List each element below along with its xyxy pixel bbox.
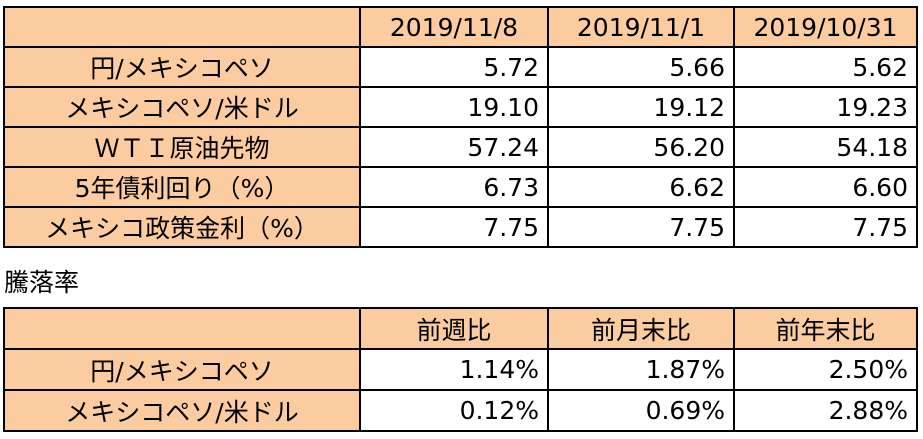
row-label: メキシコ政策金利（%） — [3, 206, 361, 248]
corner-cell — [3, 6, 361, 48]
value-cell: 1.14% — [359, 348, 549, 391]
row-label: 5年債利回り（%） — [3, 166, 361, 208]
value-cell: 19.10 — [359, 86, 549, 128]
value-cell: 5.62 — [733, 46, 918, 88]
value-cell: 5.72 — [359, 46, 549, 88]
value-cell: 7.75 — [547, 206, 735, 248]
value-cell: 0.12% — [359, 389, 549, 432]
value-cell: 56.20 — [547, 126, 735, 168]
value-cell: 6.60 — [733, 166, 918, 208]
table-row: 5年債利回り（%） 6.73 6.62 6.60 — [3, 166, 918, 208]
value-cell: 54.18 — [733, 126, 918, 168]
table-row: 円/メキシコペソ 1.14% 1.87% 2.50% — [3, 348, 918, 391]
change-table: 前週比 前月末比 前年末比 円/メキシコペソ 1.14% 1.87% 2.50%… — [3, 307, 918, 432]
value-cell: 2.88% — [733, 389, 918, 432]
row-label: 円/メキシコペソ — [3, 348, 361, 391]
table-row: メキシコペソ/米ドル 0.12% 0.69% 2.88% — [3, 389, 918, 432]
corner-cell — [3, 307, 361, 350]
column-header: 前月末比 — [547, 307, 735, 350]
value-cell: 7.75 — [359, 206, 549, 248]
value-cell: 1.87% — [547, 348, 735, 391]
value-cell: 19.12 — [547, 86, 735, 128]
table-row: 円/メキシコペソ 5.72 5.66 5.62 — [3, 46, 918, 88]
header-row: 2019/11/8 2019/11/1 2019/10/31 — [3, 6, 918, 48]
column-header: 前年末比 — [733, 307, 918, 350]
value-cell: 2.50% — [733, 348, 918, 391]
rates-table: 2019/11/8 2019/11/1 2019/10/31 円/メキシコペソ … — [3, 6, 918, 248]
table-row: ＷＴＩ原油先物 57.24 56.20 54.18 — [3, 126, 918, 168]
value-cell: 0.69% — [547, 389, 735, 432]
value-cell: 5.66 — [547, 46, 735, 88]
row-label: ＷＴＩ原油先物 — [3, 126, 361, 168]
column-header: 2019/10/31 — [733, 6, 918, 48]
table-row: メキシコペソ/米ドル 19.10 19.12 19.23 — [3, 86, 918, 128]
change-caption: 騰落率 — [4, 268, 80, 297]
column-header: 2019/11/1 — [547, 6, 735, 48]
row-label: メキシコペソ/米ドル — [3, 86, 361, 128]
value-cell: 19.23 — [733, 86, 918, 128]
value-cell: 6.62 — [547, 166, 735, 208]
value-cell: 57.24 — [359, 126, 549, 168]
row-label: 円/メキシコペソ — [3, 46, 361, 88]
row-label: メキシコペソ/米ドル — [3, 389, 361, 432]
table-row: メキシコ政策金利（%） 7.75 7.75 7.75 — [3, 206, 918, 248]
column-header: 前週比 — [359, 307, 549, 350]
column-header: 2019/11/8 — [359, 6, 549, 48]
value-cell: 6.73 — [359, 166, 549, 208]
value-cell: 7.75 — [733, 206, 918, 248]
header-row: 前週比 前月末比 前年末比 — [3, 307, 918, 350]
